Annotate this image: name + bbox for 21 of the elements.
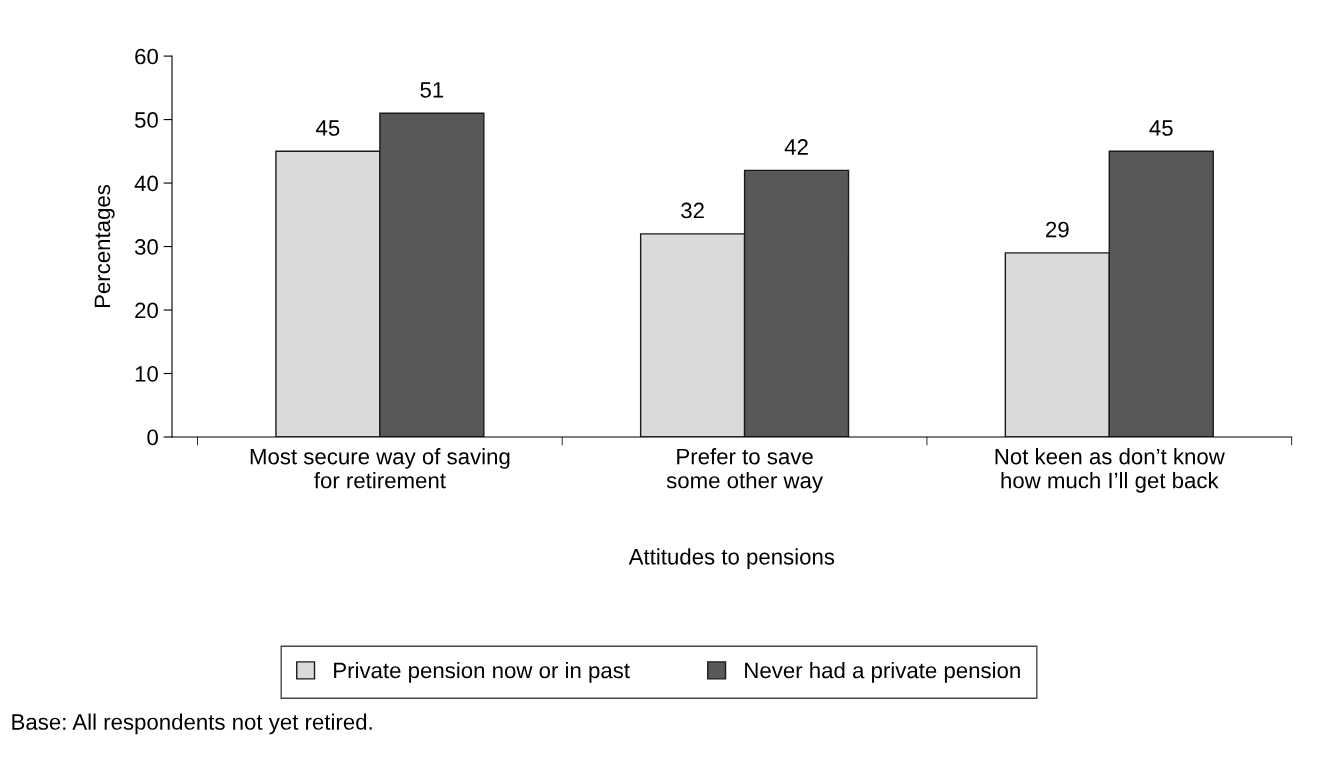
x-tick-label: Most secure way of saving for retirement [250,448,510,489]
data-label: 51 [420,82,444,98]
y-tick-label: 40 [134,175,158,192]
text: Base: All respondents not yet retired. [12,713,372,735]
y-tick-label: 10 [135,366,158,382]
data-label: 45 [1149,120,1173,136]
y-tick-label: 20 [135,302,158,319]
y-tick-label: 50 [134,112,158,128]
y-tick-label: 30 [134,239,158,255]
data-label: 45 [316,120,340,136]
x-axis-title: Attitudes to pensions [628,548,835,570]
legend-label: Private pension now or in past [334,661,630,683]
x-tick-label: Not keen as don’t know how much I’ll get back [995,448,1225,493]
y-tick-label: 60 [135,48,158,65]
x-tick-label: Prefer to save some other way [666,448,823,493]
y-tick-label: 0 [147,429,158,446]
legend-label: Never had a private pension [745,661,1020,683]
y-axis-title: Percentages [94,184,115,308]
data-label: 29 [1046,221,1069,238]
data-label: 42 [784,139,808,155]
data-label: 32 [681,202,704,219]
